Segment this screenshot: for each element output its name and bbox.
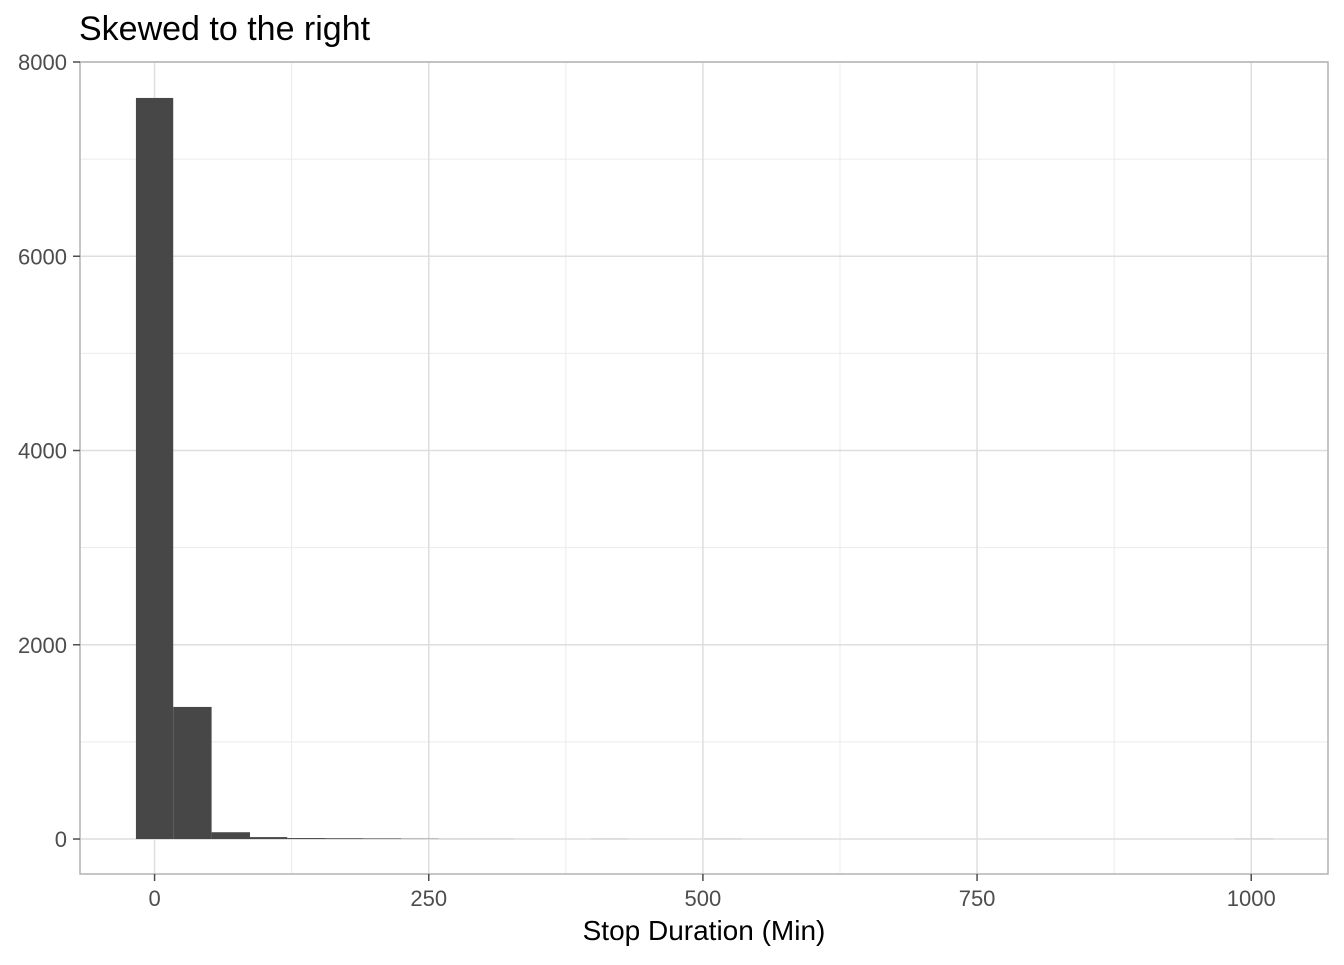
histogram-bar (326, 838, 363, 839)
histogram-bar (363, 838, 401, 839)
x-tick-label: 750 (959, 886, 996, 911)
y-tick-label: 4000 (18, 439, 67, 464)
y-tick-label: 0 (55, 827, 67, 852)
histogram-bar (136, 98, 173, 839)
histogram-bar (287, 838, 325, 839)
x-tick-label: 250 (410, 886, 447, 911)
x-tick-label: 0 (148, 886, 160, 911)
histogram-bar (250, 837, 287, 839)
grid-layer (80, 62, 1328, 874)
histogram-bar (212, 832, 250, 839)
y-tick-label: 8000 (18, 50, 67, 75)
bar-layer (136, 98, 1273, 839)
x-tick-label: 1000 (1227, 886, 1276, 911)
y-tick-label: 2000 (18, 633, 67, 658)
x-axis-title: Stop Duration (Min) (583, 915, 826, 946)
y-tick-label: 6000 (18, 244, 67, 269)
histogram-bar (173, 707, 211, 839)
panel-border (80, 62, 1328, 874)
chart-title: Skewed to the right (79, 10, 371, 48)
x-tick-label: 500 (685, 886, 722, 911)
